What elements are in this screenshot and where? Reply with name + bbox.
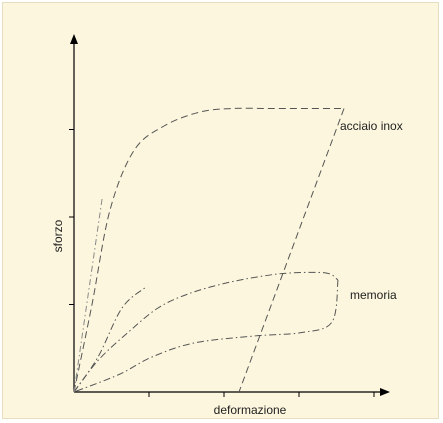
axes	[70, 34, 390, 396]
x-axis-label: deformazione	[214, 403, 287, 417]
curve-acciaio-inox-unloading	[238, 108, 345, 393]
curve-memoria-ret	[73, 286, 147, 393]
series-label-acciaio-inox: acciaio inox	[340, 119, 403, 133]
chart-frame	[2, 2, 439, 419]
curves	[73, 107, 345, 393]
curve-memoria-loading	[73, 271, 339, 393]
y-axis-label: sforzo	[51, 219, 65, 252]
y-axis-arrow	[70, 34, 78, 44]
curve-series-2-path	[73, 195, 103, 393]
ticks	[69, 129, 375, 397]
series-label-memoria: memoria	[350, 288, 397, 302]
curve-acciaio-inox-loading	[73, 107, 344, 393]
x-axis-arrow	[380, 388, 390, 396]
curve-memoria-unloading	[73, 279, 339, 393]
